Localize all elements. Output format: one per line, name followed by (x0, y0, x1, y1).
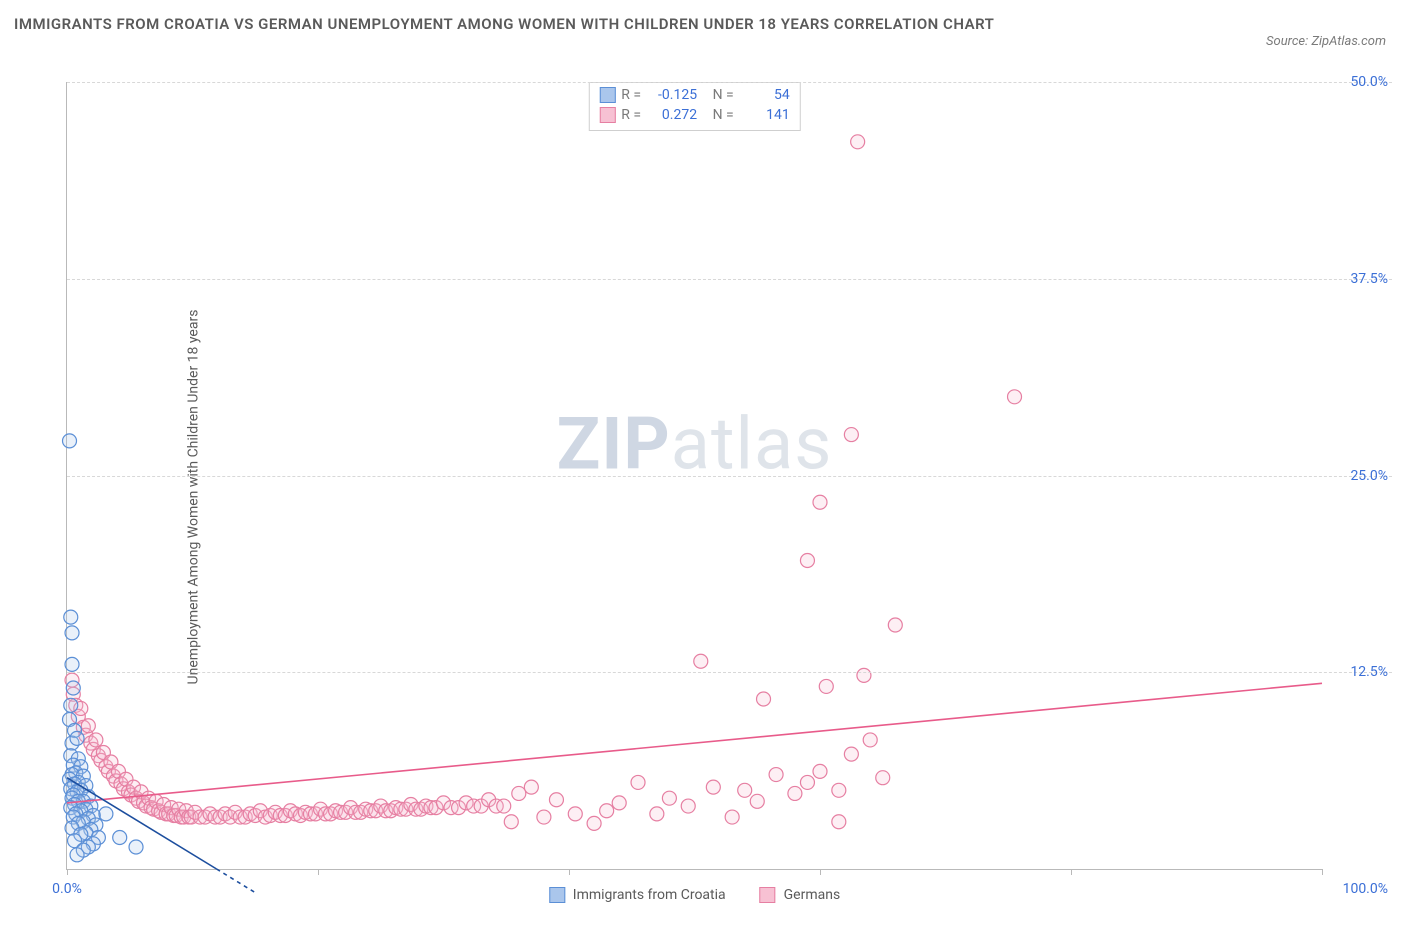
swatch-pink (599, 107, 615, 123)
scatter-point (631, 775, 645, 789)
scatter-point (549, 793, 563, 807)
scatter-point (863, 733, 877, 747)
scatter-point (876, 771, 890, 785)
y-tick-label: 12.5% (1350, 664, 1388, 680)
scatter-point (650, 807, 664, 821)
x-tick-label: 100.0% (1343, 881, 1388, 897)
scatter-point (750, 794, 764, 808)
scatter-point (63, 434, 77, 448)
scatter-point (813, 764, 827, 778)
stats-legend-box: R = -0.125 N = 54 R = 0.272 N = 141 (588, 82, 800, 131)
scatter-point (89, 733, 103, 747)
stats-r-pink: 0.272 (647, 105, 697, 125)
scatter-point (65, 626, 79, 640)
legend-swatch-blue (549, 887, 565, 903)
legend-item-pink: Germans (760, 887, 841, 903)
x-tick (1322, 869, 1323, 875)
gridline-h (67, 279, 1392, 280)
scatter-point (568, 807, 582, 821)
y-tick-label: 37.5% (1350, 271, 1388, 287)
scatter-point (64, 610, 78, 624)
scatter-point (832, 815, 846, 829)
scatter-point (99, 807, 113, 821)
stats-r-label: R = (621, 105, 641, 125)
scatter-point (706, 780, 720, 794)
legend-swatch-pink (760, 887, 776, 903)
x-tick (569, 869, 570, 875)
x-tick-label: 0.0% (52, 881, 82, 897)
source-prefix: Source: (1266, 34, 1311, 49)
x-tick (1071, 869, 1072, 875)
gridline-h (67, 476, 1392, 477)
x-tick (820, 869, 821, 875)
scatter-point (113, 831, 127, 845)
scatter-point (819, 679, 833, 693)
scatter-point (70, 731, 84, 745)
scatter-point (70, 848, 84, 862)
chart-container: Unemployment Among Women with Children U… (14, 78, 1392, 916)
legend-label-blue: Immigrants from Croatia (573, 887, 726, 903)
source-attribution: Source: ZipAtlas.com (1266, 34, 1386, 49)
scatter-point (800, 553, 814, 567)
stats-r-label: R = (621, 85, 641, 105)
legend-label-pink: Germans (784, 887, 841, 903)
scatter-point (587, 816, 601, 830)
scatter-point (788, 786, 802, 800)
y-tick-label: 50.0% (1350, 74, 1388, 90)
scatter-point (725, 810, 739, 824)
stats-row-pink: R = 0.272 N = 141 (599, 105, 789, 125)
source-name: ZipAtlas.com (1311, 34, 1386, 49)
scatter-point (512, 786, 526, 800)
scatter-point (800, 775, 814, 789)
scatter-point (64, 698, 78, 712)
trend-line-ext (217, 869, 256, 893)
x-tick (318, 869, 319, 875)
scatter-point (497, 799, 511, 813)
scatter-point (600, 804, 614, 818)
gridline-h (67, 82, 1392, 83)
chart-title: IMMIGRANTS FROM CROATIA VS GERMAN UNEMPL… (14, 12, 1206, 36)
scatter-point (694, 654, 708, 668)
scatter-point (769, 768, 783, 782)
scatter-point (504, 815, 518, 829)
scatter-point (813, 495, 827, 509)
scatter-point (844, 428, 858, 442)
y-tick-label: 25.0% (1350, 468, 1388, 484)
scatter-point (662, 791, 676, 805)
scatter-point (738, 783, 752, 797)
stats-n-label: N = (713, 85, 734, 105)
scatter-point (757, 692, 771, 706)
scatter-point (851, 135, 865, 149)
scatter-point (81, 719, 95, 733)
stats-r-blue: -0.125 (647, 85, 697, 105)
scatter-point (681, 799, 695, 813)
legend-item-blue: Immigrants from Croatia (549, 887, 726, 903)
stats-n-blue: 54 (740, 85, 790, 105)
scatter-point (65, 657, 79, 671)
x-tick (67, 869, 68, 875)
scatter-point (537, 810, 551, 824)
scatter-point (844, 747, 858, 761)
stats-n-label: N = (713, 105, 734, 125)
swatch-blue (599, 87, 615, 103)
scatter-point (129, 840, 143, 854)
stats-n-pink: 141 (740, 105, 790, 125)
scatter-point (612, 796, 626, 810)
stats-row-blue: R = -0.125 N = 54 (599, 85, 789, 105)
plot-area: ZIPatlas R = -0.125 N = 54 R = 0.272 N =… (66, 82, 1322, 870)
bottom-legend: Immigrants from Croatia Germans (549, 887, 840, 903)
scatter-point (888, 618, 902, 632)
scatter-point (524, 780, 538, 794)
scatter-point (1008, 390, 1022, 404)
scatter-point (857, 668, 871, 682)
scatter-point (832, 783, 846, 797)
scatter-point (66, 681, 80, 695)
trend-line (67, 683, 1322, 803)
gridline-h (67, 672, 1392, 673)
